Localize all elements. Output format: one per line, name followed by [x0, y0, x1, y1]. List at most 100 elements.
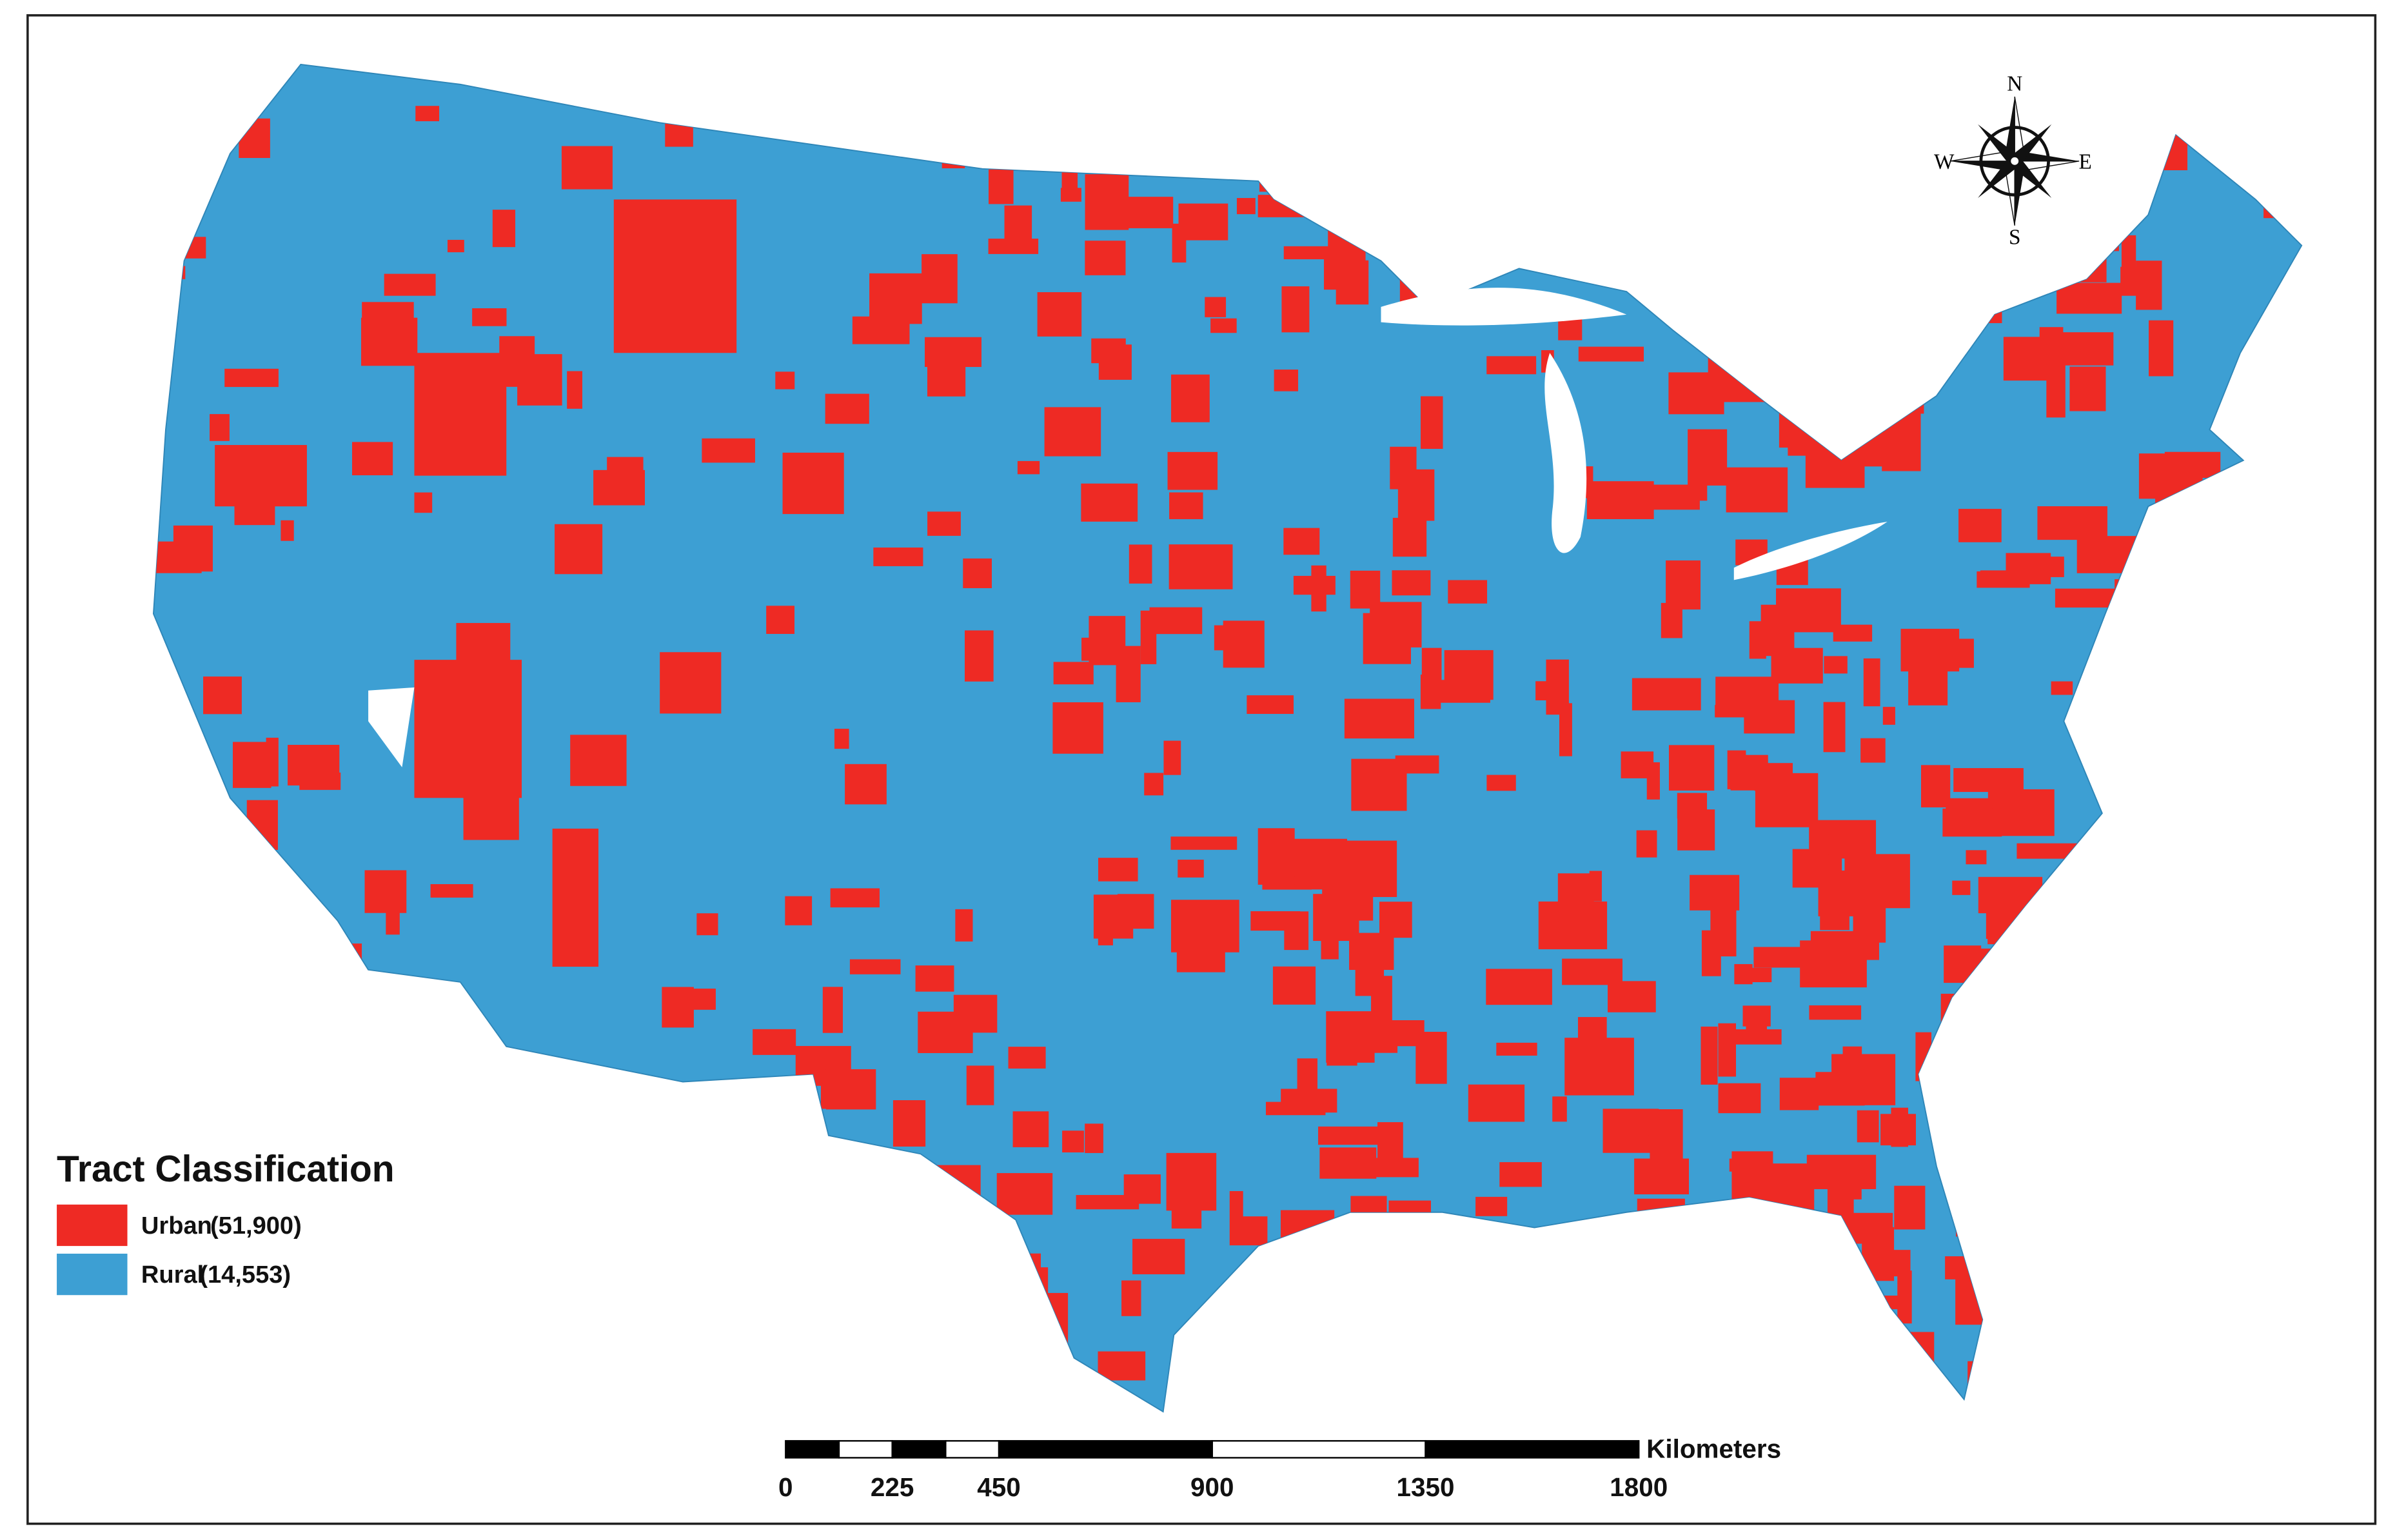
urban-patch — [2136, 261, 2162, 310]
urban-patch — [1008, 1047, 1046, 1069]
urban-patch — [830, 888, 880, 908]
urban-patch — [1098, 1351, 1146, 1381]
legend-count: (14,553) — [199, 1261, 291, 1288]
urban-patch — [1336, 260, 1369, 305]
urban-patch — [1635, 1115, 1649, 1136]
legend-label: Rural — [141, 1261, 204, 1288]
urban-patch — [775, 371, 795, 390]
urban-patch — [1818, 870, 1868, 916]
urban-patch — [1742, 1005, 1771, 1027]
urban-patch — [1891, 1107, 1908, 1147]
urban-patch — [1149, 607, 1203, 635]
urban-patch — [1274, 370, 1299, 391]
urban-patch — [1017, 460, 1040, 475]
urban-patch — [1824, 656, 1848, 674]
urban-patch — [1723, 1029, 1782, 1045]
urban-patch — [1062, 1130, 1084, 1152]
urban-patch — [552, 828, 599, 967]
urban-patch — [1942, 808, 2002, 837]
urban-patch — [1257, 828, 1295, 885]
urban-patch — [1283, 246, 1333, 260]
urban-patch — [1754, 763, 1793, 791]
urban-patch — [1701, 1026, 1718, 1085]
urban-patch — [1690, 874, 1740, 911]
urban-patch — [2149, 320, 2174, 377]
urban-patch — [1318, 1126, 1378, 1145]
urban-patch — [1677, 793, 1708, 819]
urban-patch — [1319, 1147, 1377, 1179]
urban-patch — [1558, 921, 1574, 947]
urban-patch — [364, 870, 407, 913]
urban-patch — [1958, 509, 2002, 542]
urban-patch — [1297, 1058, 1317, 1093]
urban-patch — [224, 368, 279, 388]
urban-patch — [1744, 700, 1795, 734]
urban-patch — [845, 764, 887, 805]
urban-patch — [414, 353, 507, 476]
urban-patch — [1894, 1185, 1926, 1230]
urban-patch — [1546, 659, 1569, 715]
compass-e: E — [2079, 150, 2092, 174]
urban-patch — [430, 884, 473, 898]
compass-center — [2009, 155, 2020, 167]
urban-patch — [1169, 492, 1203, 520]
urban-patch — [210, 414, 230, 441]
urban-patch — [1085, 174, 1129, 230]
urban-patch — [1098, 858, 1138, 882]
urban-patch — [173, 525, 213, 572]
urban-patch — [2046, 360, 2066, 418]
urban-patch — [1281, 286, 1310, 333]
urban-patch — [753, 1029, 796, 1055]
scale-tick-label: 1350 — [1397, 1472, 1455, 1502]
urban-patch — [1468, 1084, 1525, 1122]
urban-patch — [1044, 407, 1101, 457]
urban-patch — [1272, 966, 1316, 1005]
urban-patch — [1265, 1101, 1326, 1116]
legend-count: (51,900) — [210, 1212, 302, 1239]
urban-patch — [492, 210, 516, 248]
urban-patch — [1486, 356, 1537, 375]
urban-patch — [1475, 1196, 1508, 1216]
urban-patch — [660, 652, 722, 714]
urban-patch — [834, 729, 849, 749]
urban-patch — [2051, 681, 2073, 695]
scale-segment — [998, 1440, 1213, 1459]
compass-ring — [1979, 126, 2050, 197]
scale-tick-label: 1800 — [1610, 1472, 1668, 1502]
urban-patch — [1392, 570, 1431, 596]
urban-patch — [963, 558, 992, 589]
urban-patch — [1098, 912, 1113, 945]
urban-patch — [415, 106, 440, 121]
urban-patch — [1589, 871, 1602, 902]
urban-patch — [414, 492, 433, 513]
urban-patch — [1370, 602, 1422, 647]
urban-patch — [822, 987, 843, 1033]
urban-patch — [613, 199, 737, 353]
lake-michigan — [1544, 353, 1587, 553]
urban-patch — [2039, 327, 2064, 364]
urban-patch — [1176, 935, 1225, 972]
urban-patch — [1559, 703, 1572, 756]
urban-patch — [662, 987, 694, 1028]
urban-patch — [1882, 707, 1895, 725]
urban-patch — [1806, 1154, 1877, 1189]
urban-patch — [1060, 188, 1081, 202]
urban-patch — [1420, 396, 1443, 449]
urban-patch — [1952, 880, 1971, 895]
urban-patch — [927, 511, 961, 536]
urban-patch — [288, 745, 340, 785]
urban-patch — [1223, 620, 1265, 668]
urban-patch — [1171, 374, 1210, 422]
urban-patch — [1823, 702, 1846, 753]
urban-patch — [1004, 205, 1032, 244]
urban-patch — [1718, 1083, 1761, 1114]
compass-n: N — [2007, 72, 2022, 95]
urban-patch — [1891, 1250, 1911, 1277]
urban-patch — [1344, 698, 1415, 739]
urban-patch — [362, 302, 414, 339]
scale-segment — [945, 1440, 1000, 1459]
urban-patch — [1167, 451, 1218, 490]
urban-patch — [825, 1069, 876, 1110]
urban-patch — [989, 169, 1014, 204]
urban-patch — [1205, 297, 1227, 317]
